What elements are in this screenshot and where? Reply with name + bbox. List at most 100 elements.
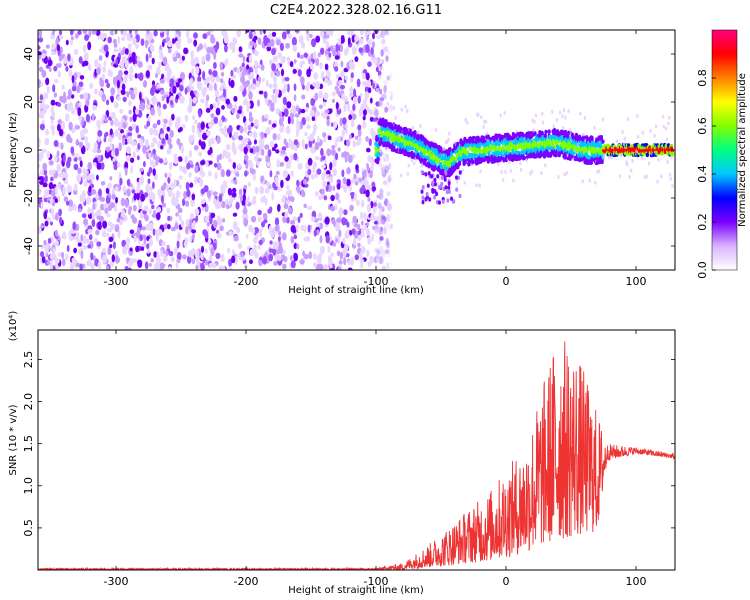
heatmap-cell (336, 136, 341, 143)
heatmap-cell (385, 55, 389, 62)
heatmap-cell (120, 50, 125, 56)
heatmap-cell (116, 86, 122, 95)
heatmap-cell (117, 230, 121, 239)
heatmap-cell (222, 180, 228, 189)
heatmap-cell (61, 84, 65, 90)
heatmap-cell (378, 74, 382, 81)
heatmap-cell (660, 174, 663, 179)
heatmap-cell (235, 201, 240, 210)
heatmap-cell (68, 121, 73, 131)
heatmap-cell (367, 38, 372, 46)
heatmap-cell (281, 232, 287, 241)
heatmap-cell (271, 48, 276, 56)
heatmap-cell (94, 88, 98, 95)
heatmap-cell (179, 165, 183, 172)
heatmap-cell (129, 116, 133, 122)
heatmap-cell (130, 141, 137, 146)
heatmap-cell (172, 85, 177, 94)
heatmap-cell (315, 111, 320, 117)
heatmap-cell (670, 151, 675, 156)
heatmap-cell (163, 252, 167, 261)
heatmap-cell (312, 81, 316, 87)
heatmap-cell (132, 37, 137, 46)
heatmap-cell (475, 149, 479, 154)
heatmap-cell (363, 212, 367, 221)
heatmap-cell (268, 119, 272, 125)
heatmap-cell (360, 232, 365, 238)
heatmap-cell (384, 119, 388, 124)
heatmap-cell (370, 47, 374, 55)
heatmap-cell (239, 65, 243, 73)
heatmap-cell (316, 223, 320, 228)
heatmap-cell (286, 30, 291, 35)
heatmap-cell (88, 185, 92, 193)
heatmap-cell (175, 261, 179, 269)
heatmap-cell (336, 250, 341, 257)
heatmap-cell (251, 198, 257, 205)
heatmap-cell (563, 172, 567, 177)
snr-y-tick-label: 1.0 (22, 477, 35, 495)
heatmap-cell (253, 244, 257, 250)
heatmap-cell (248, 224, 254, 233)
heatmap-cell (226, 247, 231, 254)
heatmap-cell (204, 215, 209, 223)
heatmap-cell (231, 191, 237, 198)
heatmap-cell (133, 192, 137, 201)
heatmap-cell (149, 127, 154, 136)
heatmap-cell (159, 53, 164, 60)
heatmap-cell (339, 84, 346, 90)
heatmap-cell (499, 113, 503, 118)
heatmap-cell (182, 254, 187, 260)
heatmap-cell (367, 197, 371, 202)
heatmap-cell (406, 172, 410, 176)
heatmap-cell (260, 148, 265, 156)
heatmap-cell (386, 200, 392, 207)
heatmap-cell (135, 108, 139, 115)
heatmap-cell (121, 209, 126, 218)
heatmap-cell (313, 72, 319, 80)
heatmap-cell (152, 123, 158, 129)
heatmap-cell (80, 250, 84, 260)
heatmap-cell (346, 30, 352, 36)
heatmap-cell (359, 251, 363, 261)
heatmap-cell (618, 174, 622, 179)
heatmap-cell (343, 209, 348, 216)
heatmap-cell (47, 59, 53, 67)
heatmap-cell (175, 212, 179, 217)
heatmap-cell (405, 109, 409, 114)
heatmap-cell (386, 262, 390, 270)
heatmap-cell (578, 134, 582, 139)
heatmap-cell (224, 44, 228, 53)
heatmap-cell (215, 74, 221, 83)
heatmap-cell (316, 168, 322, 175)
heatmap-cell (595, 160, 600, 165)
heatmap-cell (354, 35, 359, 42)
heatmap-cell (581, 179, 584, 184)
heatmap-cell (75, 33, 79, 39)
heatmap-cell (167, 224, 171, 230)
heatmap-cell (669, 176, 673, 181)
heatmap-cell (83, 52, 89, 61)
heatmap-cell (621, 130, 624, 135)
heatmap-cell (557, 175, 560, 180)
heatmap-cell (120, 30, 124, 35)
heatmap-cell (289, 153, 295, 161)
heatmap-cell (343, 248, 347, 257)
heatmap-cell (58, 34, 64, 40)
heatmap-cell (140, 38, 145, 46)
heatmap-cell (386, 30, 390, 36)
heatmap-cell (104, 114, 108, 124)
heatmap-cell (339, 70, 345, 78)
heatmap-cell (385, 153, 389, 158)
heatmap-cell (146, 120, 151, 127)
heatmap-cell (40, 201, 44, 210)
heatmap-cell (522, 155, 526, 161)
heatmap-cell (260, 64, 265, 71)
heatmap-cell (339, 117, 343, 127)
heatmap-cell (306, 33, 310, 42)
heatmap-cell (38, 30, 43, 38)
heatmap-cell (386, 213, 391, 223)
heatmap-cell (360, 103, 366, 111)
heatmap-cell (258, 239, 263, 246)
heatmap-cell (210, 247, 215, 256)
